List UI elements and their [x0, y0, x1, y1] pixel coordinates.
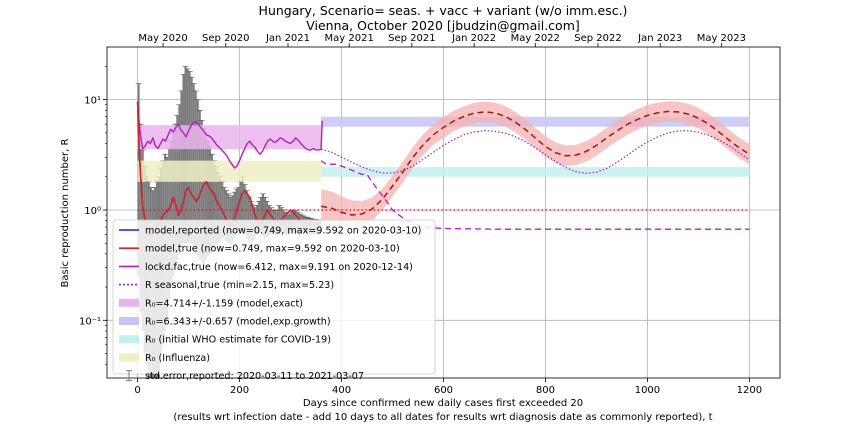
top-tick-label: May 2023 — [697, 33, 746, 44]
top-tick-label: May 2020 — [138, 33, 187, 44]
reported-bar — [182, 74, 185, 244]
reported-bar — [139, 124, 142, 312]
reported-bar — [223, 187, 226, 239]
legend-label: R seasonal,true (min=2.15, max=5.23) — [145, 280, 334, 291]
x-tick-label: 200 — [230, 385, 249, 396]
reported-bar — [231, 195, 234, 244]
plot-area: 0 200 400 600 800 1000 1200 May 2020 Sep 2020 Jan… — [79, 33, 781, 396]
reported-bar — [172, 132, 175, 277]
x-tick-label: 1200 — [737, 385, 762, 396]
reported-bar — [261, 193, 265, 237]
y-tick-label: 10⁰ — [84, 206, 101, 217]
reported-bar — [176, 115, 179, 261]
reported-bar — [186, 68, 189, 244]
reported-bar — [200, 120, 203, 264]
reported-bar — [247, 197, 250, 242]
legend-label: model,reported (now=0.749, max=9.592 on … — [145, 226, 421, 237]
legend-label: R₀ (Initial WHO estimate for COVID-19) — [145, 335, 331, 346]
reported-bar — [259, 197, 262, 235]
reported-bar — [217, 172, 220, 244]
legend-swatch-patch — [119, 335, 139, 344]
top-tick-label: Jan 2023 — [637, 33, 682, 44]
reported-bar — [206, 141, 209, 257]
legend-label: lockd.fac,true (now=6.412, max=9.191 on … — [145, 262, 413, 273]
r0-band — [321, 167, 750, 177]
chart-subtitle: Vienna, October 2020 [jbudzin@gmail.com] — [306, 18, 580, 33]
x-axis-label-secondary: (results wrt infection date - add 10 day… — [173, 412, 712, 423]
reported-bar — [257, 201, 260, 233]
legend-label: R₀=4.714+/-1.159 (model,exact) — [145, 298, 303, 309]
legend-swatch-patch — [119, 317, 139, 325]
y-axis-label: Basic reproduction number, R — [60, 138, 71, 287]
legend-label: model,true (now=0.749, max=9.592 on 2020… — [145, 244, 400, 255]
forecast-uncertainty-band — [321, 101, 750, 228]
reported-bar — [219, 176, 222, 242]
x-tick-label: 1000 — [635, 385, 660, 396]
top-tick-label: Jan 2022 — [451, 33, 496, 44]
top-tick-label: May 2022 — [511, 33, 560, 44]
reported-bar — [241, 176, 244, 233]
top-tick-label: Sep 2021 — [388, 33, 435, 44]
reported-bar — [245, 190, 248, 239]
r0-band — [137, 125, 322, 150]
reported-bar — [204, 134, 207, 261]
legend-label: std.error,reported: 2020-03-11 to 2021-0… — [145, 371, 364, 382]
top-tick-label: Jan 2021 — [265, 33, 310, 44]
top-tick-label: Sep 2022 — [574, 33, 621, 44]
r0-band — [137, 160, 322, 182]
lockdown-factor-line — [136, 103, 323, 169]
x-tick-label: 600 — [434, 385, 453, 396]
reported-bar — [202, 128, 205, 265]
y-tick-label: 10⁻¹ — [79, 316, 101, 327]
reported-bar — [215, 166, 218, 246]
chart-title: Hungary, Scenario= seas. + vacc + varian… — [259, 3, 628, 18]
legend-swatch-patch — [119, 353, 139, 362]
top-tick-label: Sep 2020 — [202, 33, 249, 44]
reported-bar — [208, 146, 212, 254]
reported-bar — [190, 77, 193, 244]
reported-bar — [264, 197, 267, 239]
x-axis-label: Days since confirmed new daily cases fir… — [303, 398, 583, 409]
reported-bar — [225, 190, 228, 242]
x-tick-label: 400 — [332, 385, 351, 396]
legend-box — [112, 219, 436, 375]
x-tick-label: 0 — [134, 385, 140, 396]
reported-bar — [243, 184, 246, 235]
reported-bar — [266, 201, 269, 238]
x-tick-label: 800 — [536, 385, 555, 396]
reported-bar — [198, 110, 201, 261]
reported-bar — [170, 141, 173, 288]
forecast-line — [320, 110, 750, 216]
r0-band — [321, 116, 750, 127]
reported-bar — [188, 71, 191, 244]
reported-bar — [211, 154, 214, 252]
reported-bar — [174, 124, 177, 268]
legend-swatch-patch — [119, 298, 139, 307]
top-tick-label: May 2021 — [325, 33, 374, 44]
legend-label: R₀=6.343+/-0.657 (model,exp.growth) — [145, 317, 331, 328]
reported-bar — [239, 181, 242, 231]
reported-bar — [213, 160, 216, 249]
reported-bar — [227, 193, 230, 244]
legend-label: R₀ (Influenza) — [145, 353, 210, 364]
reported-bar — [184, 66, 187, 244]
y-tick-label: 10¹ — [84, 96, 101, 107]
